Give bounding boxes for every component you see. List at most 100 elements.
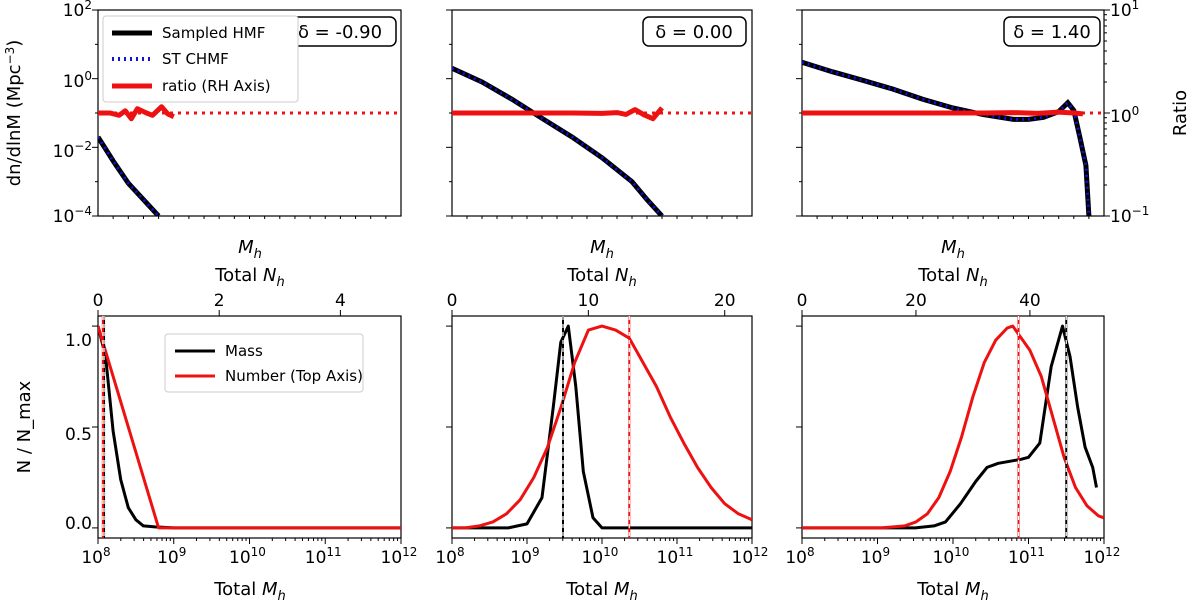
tick-base: 10 — [1008, 548, 1030, 568]
delta-annotation-box — [1003, 16, 1101, 47]
x-tick-label: 108 — [435, 545, 464, 568]
x-axis-label-total-mh: Total Mh — [213, 579, 286, 601]
top-x-tick-label: 0 — [93, 291, 104, 311]
panel-top-left: δ = -0.90 Sampled HMF ST CHMF ratio (RH … — [3, 0, 402, 290]
x-axis-label-mh: Mh — [941, 237, 965, 262]
x-tick-label: 1011 — [1008, 545, 1045, 568]
y-axis-label-n-over-nmax: N / N_max — [14, 380, 35, 473]
tick-base: 10 — [81, 548, 103, 568]
tick-base: 10 — [861, 548, 883, 568]
x-tick-label: 1012 — [1084, 545, 1121, 568]
tick-exponent: 11 — [326, 545, 341, 559]
tick-base: 10 — [582, 548, 604, 568]
panel-top-1-marks — [446, 9, 752, 219]
tick-base: 10 — [933, 548, 955, 568]
series-number — [98, 325, 401, 530]
x-axis-label-mh: Mh — [238, 237, 262, 262]
x-tick-label: 1011 — [657, 545, 694, 568]
x-tick-label: 109 — [510, 545, 539, 568]
top-x-tick-label: 10 — [578, 291, 600, 311]
tick-exponent: 9 — [883, 545, 891, 559]
y-tick-label-minus-4: 10−4 — [53, 204, 92, 227]
top-x-tick-label: 4 — [335, 291, 346, 311]
series-st-chmf — [452, 66, 664, 216]
delta-annotation: δ = -0.90 — [298, 22, 382, 43]
y-tick-label-minus-2: 10−2 — [53, 139, 92, 162]
y-axis-label-right: Ratio — [1170, 90, 1191, 136]
delta-annotation: δ = 0.00 — [655, 22, 733, 43]
plot-area — [452, 66, 752, 216]
series-ratio — [452, 106, 664, 122]
series-number — [802, 324, 1104, 530]
delta-annotation: δ = 1.40 — [1013, 22, 1091, 43]
x-tick-label: 1011 — [305, 545, 342, 568]
tick-exponent: 12 — [402, 545, 417, 559]
x-tick-label: 1010 — [229, 545, 266, 568]
tick-exponent: 9 — [179, 545, 187, 559]
panel-bottom-middle: Total Mh — [451, 315, 753, 601]
panel-top-middle: δ = 0.00 Mh Total Nh — [451, 9, 753, 290]
plot-frame — [451, 315, 753, 539]
y-tick-label: 0.0 — [65, 514, 92, 534]
tick-base: 10 — [381, 548, 403, 568]
tick-exponent: 8 — [457, 545, 465, 559]
delta-annotation-box — [642, 16, 747, 47]
tick-exponent: 8 — [103, 545, 111, 559]
legend-label-ratio: ratio (RH Axis) — [162, 77, 271, 95]
series-number — [452, 324, 752, 530]
panel-top-2-marks — [796, 9, 1110, 219]
x-axis-label-total-mh: Total Mh — [565, 579, 638, 601]
top-axis-label-total-nh: Total Nh — [566, 265, 636, 290]
plot-area — [802, 59, 1104, 216]
x-tick-label: 108 — [81, 545, 110, 568]
tick-base: 10 — [305, 548, 327, 568]
series-st-chmf — [98, 136, 160, 216]
x-tick-label: 1010 — [582, 545, 619, 568]
x-tick-label: 109 — [861, 545, 890, 568]
x-tick-label: 1012 — [381, 545, 418, 568]
panel-top-right: δ = 1.40 101 100 10−1 Ratio Mh Total Nh — [801, 0, 1191, 290]
top-x-tick-label: 0 — [447, 291, 458, 311]
top-x-tick-label: 0 — [797, 291, 808, 311]
series-st-chmf — [802, 60, 1091, 216]
tick-base: 10 — [732, 548, 754, 568]
tick-exponent: 10 — [251, 545, 266, 559]
legend-label-st-chmf: ST CHMF — [162, 50, 229, 68]
x-tick-label: 1012 — [732, 545, 769, 568]
x-tick-label: 1010 — [933, 545, 970, 568]
tick-base: 10 — [785, 548, 807, 568]
plot-frame — [801, 315, 1105, 539]
top-axis-label-total-nh: Total Nh — [214, 265, 284, 290]
series-mass — [802, 324, 1098, 530]
top-axis-label-total-nh: Total Nh — [917, 265, 987, 290]
series-mass — [452, 324, 752, 530]
panel-top-0-marks — [92, 9, 401, 219]
legend-box — [102, 15, 299, 103]
y-axis-label-left: dn/dlnM (Mpc−3) — [3, 40, 25, 187]
plot-area — [98, 316, 401, 538]
tick-exponent: 8 — [807, 545, 815, 559]
tick-exponent: 11 — [678, 545, 693, 559]
tick-base: 10 — [657, 548, 679, 568]
tick-base: 10 — [229, 548, 251, 568]
panel-bottom-right: Total Mh — [801, 315, 1105, 601]
y-tick-label-0: 100 — [63, 69, 92, 92]
x-axis-label-total-mh: Total Mh — [916, 579, 989, 601]
tick-exponent: 12 — [753, 545, 768, 559]
top-x-tick-label: 40 — [1019, 291, 1041, 311]
top-x-tick-label: 20 — [905, 291, 927, 311]
tick-base: 10 — [157, 548, 179, 568]
series-ratio — [98, 104, 175, 122]
x-tick-label: 108 — [785, 545, 814, 568]
tick-exponent: 10 — [954, 545, 969, 559]
plot-area — [802, 316, 1104, 538]
legend-label-number: Number (Top Axis) — [225, 367, 363, 385]
plot-area — [452, 316, 752, 538]
y-tick-label-2: 102 — [63, 0, 92, 21]
tick-exponent: 12 — [1105, 545, 1120, 559]
series-ratio — [802, 109, 1084, 117]
